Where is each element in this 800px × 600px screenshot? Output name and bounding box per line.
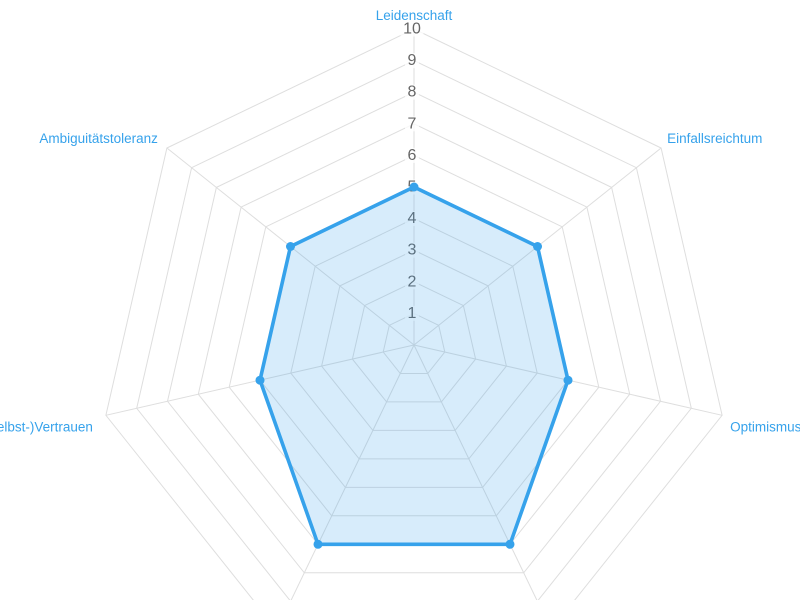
data-point	[313, 539, 323, 549]
axis-label-einfallsreichtum: Einfallsreichtum	[667, 131, 762, 146]
data-point	[505, 539, 515, 549]
grid-ring	[228, 154, 600, 517]
tick-backdrop	[405, 211, 419, 227]
grid-ring	[321, 249, 507, 431]
axis-label-ambiguit-tstoleranz: Ambiguitätstoleranz	[39, 131, 158, 146]
tick-backdrop	[405, 53, 419, 69]
tick-label: 6	[408, 147, 417, 164]
data-point	[409, 182, 419, 192]
axis-line	[290, 344, 415, 600]
tick-backdrop	[400, 21, 424, 37]
data-point	[533, 242, 542, 251]
tick-backdrop	[405, 274, 419, 290]
axis-line	[413, 344, 538, 600]
grid-ring	[290, 218, 538, 460]
tick-label: 10	[403, 21, 421, 38]
tick-label: 8	[408, 84, 417, 101]
tick-label: 7	[408, 115, 417, 132]
tick-label: 2	[408, 273, 417, 290]
tick-backdrop	[405, 305, 419, 321]
grid-ring	[105, 28, 723, 600]
data-point	[255, 375, 265, 385]
tick-label: 4	[408, 210, 417, 227]
tick-backdrop	[405, 242, 419, 258]
data-point	[563, 375, 573, 385]
data-polygon	[258, 185, 570, 547]
axis-label-leidenschaft: Leidenschaft	[376, 8, 453, 23]
tick-label: 1	[408, 305, 417, 322]
axis-label-optimismus: Optimismus	[730, 419, 800, 434]
tick-label: 9	[408, 52, 417, 69]
tick-backdrop	[405, 147, 419, 163]
tick-label: 3	[408, 242, 417, 259]
axis-label-selbst-vertrauen: (Selbst-)Vertrauen	[0, 419, 93, 434]
grid-ring	[136, 60, 692, 600]
tick-backdrop	[405, 116, 419, 132]
data-point	[286, 242, 295, 251]
grid-ring	[351, 281, 477, 403]
tick-backdrop	[405, 84, 419, 100]
grid-ring	[166, 91, 662, 574]
grid-ring	[382, 312, 446, 374]
